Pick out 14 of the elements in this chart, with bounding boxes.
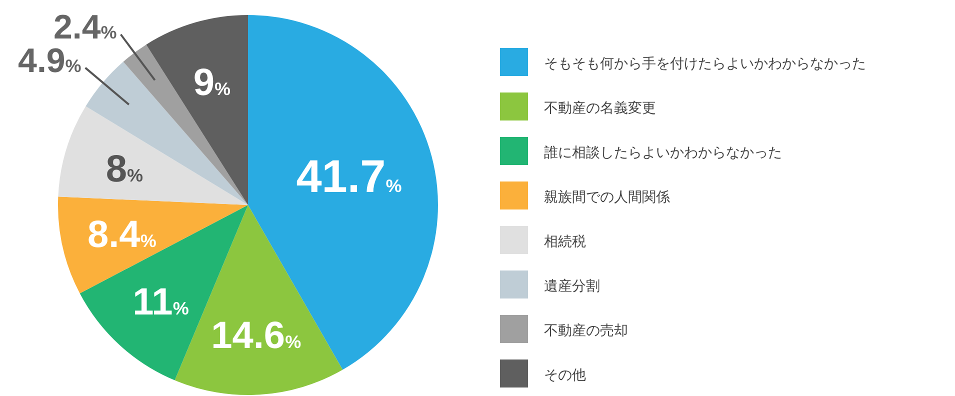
legend-label: 不動産の名義変更 xyxy=(544,100,656,116)
legend-label: 相続税 xyxy=(544,233,586,249)
data-label: 14.6% xyxy=(211,314,302,357)
legend-label: 親族間での人間関係 xyxy=(544,188,670,204)
data-label: 9% xyxy=(193,62,231,104)
legend-label: その他 xyxy=(544,366,586,382)
legend-label: そもそも何から手を付けたらよいかわからなかった xyxy=(544,55,866,71)
legend-label: 誰に相談したらよいかわからなかった xyxy=(544,144,782,160)
data-label: 41.7% xyxy=(296,150,402,202)
legend-label: 遺産分割 xyxy=(544,278,600,294)
data-label: 8.4% xyxy=(87,214,156,256)
legend-label: 不動産の売却 xyxy=(544,322,628,338)
data-label: 11% xyxy=(132,281,189,324)
data-label: 8% xyxy=(106,148,143,190)
